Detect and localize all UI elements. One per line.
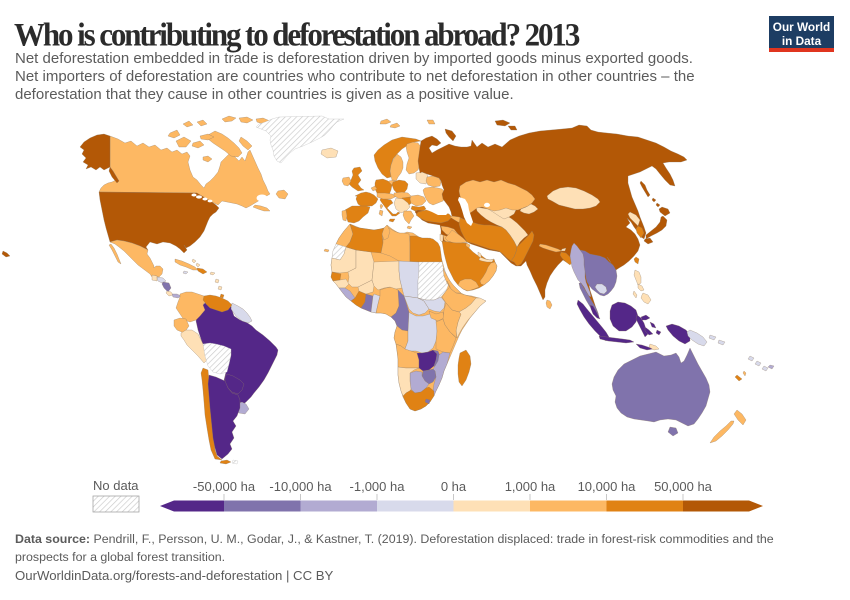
- svg-text:0 ha: 0 ha: [441, 479, 467, 494]
- svg-text:10,000 ha: 10,000 ha: [578, 479, 637, 494]
- svg-text:No data: No data: [93, 478, 139, 493]
- svg-text:-10,000 ha: -10,000 ha: [269, 479, 332, 494]
- svg-text:1,000 ha: 1,000 ha: [505, 479, 556, 494]
- svg-text:50,000 ha: 50,000 ha: [654, 479, 713, 494]
- svg-text:-50,000 ha: -50,000 ha: [193, 479, 256, 494]
- svg-text:-1,000 ha: -1,000 ha: [350, 479, 406, 494]
